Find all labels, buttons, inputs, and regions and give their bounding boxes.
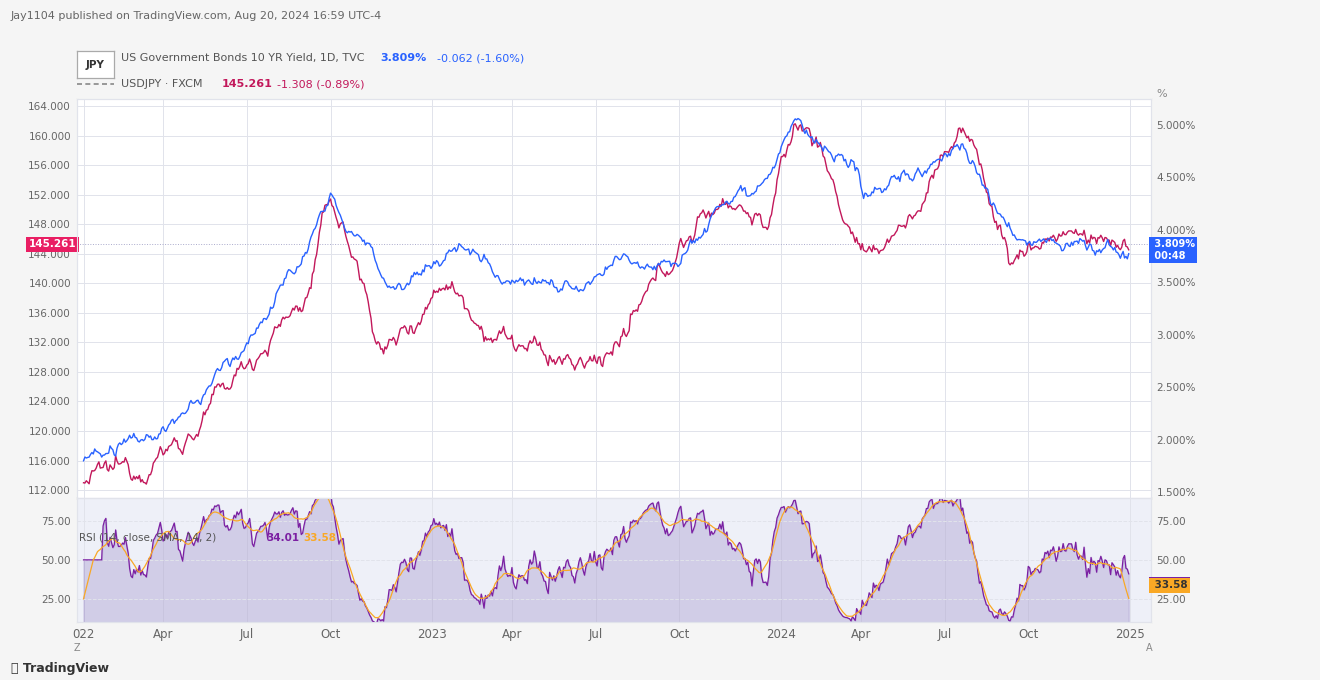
Text: 145.261: 145.261 <box>222 79 273 89</box>
Text: 145.261: 145.261 <box>29 239 77 250</box>
Text: -0.062 (-1.60%): -0.062 (-1.60%) <box>437 53 524 63</box>
Text: 34.01: 34.01 <box>267 532 300 543</box>
Text: 34.01: 34.01 <box>1151 580 1188 590</box>
Text: A: A <box>1146 643 1152 653</box>
Text: 33.58: 33.58 <box>1151 581 1188 590</box>
Text: Jay1104 published on TradingView.com, Aug 20, 2024 16:59 UTC-4: Jay1104 published on TradingView.com, Au… <box>11 11 381 21</box>
Text: 33.58: 33.58 <box>304 532 337 543</box>
Text: 3.809%
 00:48: 3.809% 00:48 <box>1151 239 1195 260</box>
Text: %: % <box>1156 89 1167 99</box>
Text: USDJPY · FXCM: USDJPY · FXCM <box>121 79 203 89</box>
Text: Z: Z <box>74 643 81 653</box>
Text: Ⓣ TradingView: Ⓣ TradingView <box>11 662 108 675</box>
Text: RSI (14, close, SMA, 14, 2): RSI (14, close, SMA, 14, 2) <box>79 532 223 543</box>
Text: 3.809%: 3.809% <box>380 53 426 63</box>
Text: -1.308 (-0.89%): -1.308 (-0.89%) <box>277 79 364 89</box>
Text: US Government Bonds 10 YR Yield, 1D, TVC: US Government Bonds 10 YR Yield, 1D, TVC <box>121 53 364 63</box>
Text: JPY: JPY <box>86 60 104 69</box>
